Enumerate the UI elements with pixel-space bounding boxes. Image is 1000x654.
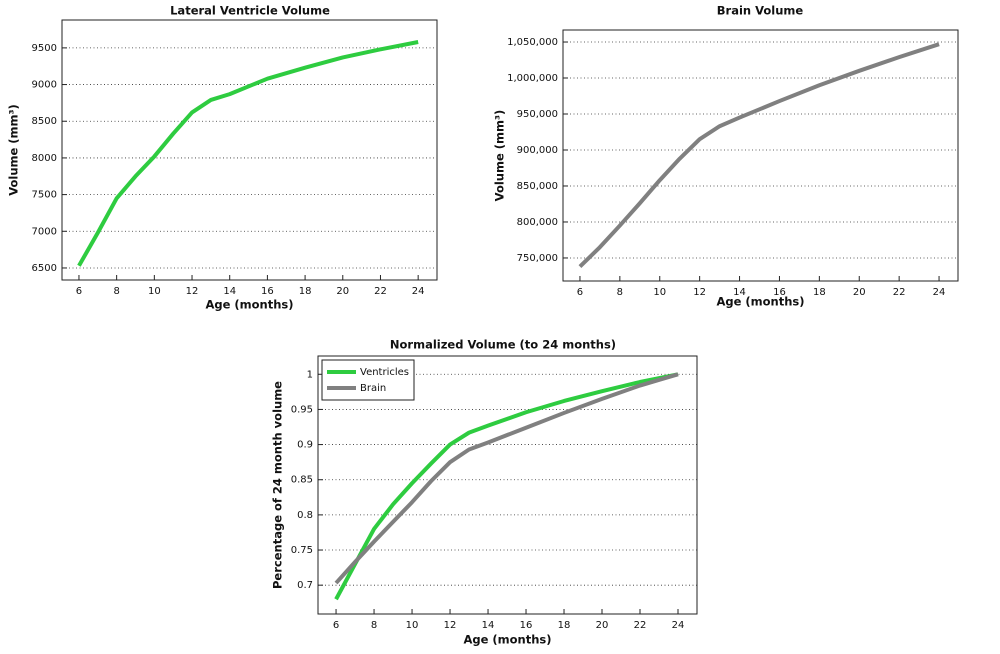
y-tick-label: 7500 — [32, 190, 57, 201]
x-tick-label: 18 — [299, 286, 312, 297]
y-tick-label: 750,000 — [517, 253, 558, 264]
chart-title: Normalized Volume (to 24 months) — [390, 338, 616, 352]
x-tick-label: 22 — [374, 286, 387, 297]
x-tick-label: 10 — [406, 620, 419, 631]
x-tick-label: 6 — [76, 286, 82, 297]
plot-frame — [61, 19, 438, 281]
y-tick-label: 7000 — [32, 226, 57, 237]
x-tick-label: 14 — [733, 287, 746, 298]
x-tick-label: 12 — [186, 286, 199, 297]
plot-frame — [562, 29, 959, 282]
x-tick-label: 24 — [412, 286, 425, 297]
data-line — [334, 372, 679, 585]
x-axis-label: Age (months) — [463, 633, 551, 647]
y-axis-label: Volume (mm³) — [493, 110, 507, 202]
x-tick-label: 8 — [617, 287, 623, 298]
x-axis-label: Age (months) — [716, 295, 804, 309]
y-tick-label: 0.95 — [291, 404, 313, 415]
x-tick-label: 16 — [773, 287, 786, 298]
y-tick-label: 0.7 — [297, 580, 313, 591]
y-axis-label: Volume (mm³) — [7, 104, 21, 196]
y-tick-label: 950,000 — [517, 109, 558, 120]
x-tick-label: 6 — [333, 620, 339, 631]
y-axis-label: Percentage of 24 month volume — [271, 381, 285, 589]
x-tick-label: 8 — [371, 620, 377, 631]
x-tick-label: 8 — [113, 286, 119, 297]
data-line — [334, 372, 679, 601]
legend-label: Ventricles — [360, 367, 409, 378]
chart-title: Lateral Ventricle Volume — [170, 4, 330, 18]
y-tick-label: 9500 — [32, 43, 57, 54]
x-tick-label: 6 — [577, 287, 583, 298]
x-tick-label: 10 — [148, 286, 161, 297]
plot-frame — [317, 355, 698, 615]
x-tick-label: 20 — [853, 287, 866, 298]
x-tick-label: 22 — [893, 287, 906, 298]
y-tick-label: 0.9 — [297, 440, 313, 451]
x-tick-label: 20 — [336, 286, 349, 297]
data-line — [578, 42, 940, 269]
x-tick-label: 14 — [223, 286, 236, 297]
x-tick-label: 22 — [634, 620, 647, 631]
x-tick-label: 12 — [693, 287, 706, 298]
y-tick-label: 0.8 — [297, 510, 313, 521]
x-tick-label: 18 — [558, 620, 571, 631]
y-tick-label: 8500 — [32, 116, 57, 127]
x-tick-label: 24 — [672, 620, 685, 631]
chart-title: Brain Volume — [717, 4, 804, 18]
x-tick-label: 14 — [482, 620, 495, 631]
x-tick-label: 16 — [261, 286, 274, 297]
y-tick-label: 900,000 — [517, 145, 558, 156]
y-tick-label: 1,050,000 — [507, 37, 558, 48]
y-tick-label: 0.85 — [291, 475, 313, 486]
legend-label: Brain — [360, 383, 386, 394]
y-tick-label: 1 — [307, 369, 313, 380]
x-tick-label: 20 — [596, 620, 609, 631]
x-tick-label: 24 — [933, 287, 946, 298]
data-line — [77, 40, 419, 267]
y-tick-label: 1,000,000 — [507, 73, 558, 84]
x-tick-label: 10 — [653, 287, 666, 298]
x-tick-label: 16 — [520, 620, 533, 631]
legend-box — [321, 359, 415, 401]
y-tick-label: 9000 — [32, 80, 57, 91]
y-tick-label: 800,000 — [517, 217, 558, 228]
x-axis-label: Age (months) — [205, 298, 293, 312]
y-tick-label: 850,000 — [517, 181, 558, 192]
y-tick-label: 0.75 — [291, 545, 313, 556]
x-tick-label: 18 — [813, 287, 826, 298]
x-tick-label: 12 — [444, 620, 457, 631]
y-tick-label: 6500 — [32, 263, 57, 274]
y-tick-label: 8000 — [32, 153, 57, 164]
